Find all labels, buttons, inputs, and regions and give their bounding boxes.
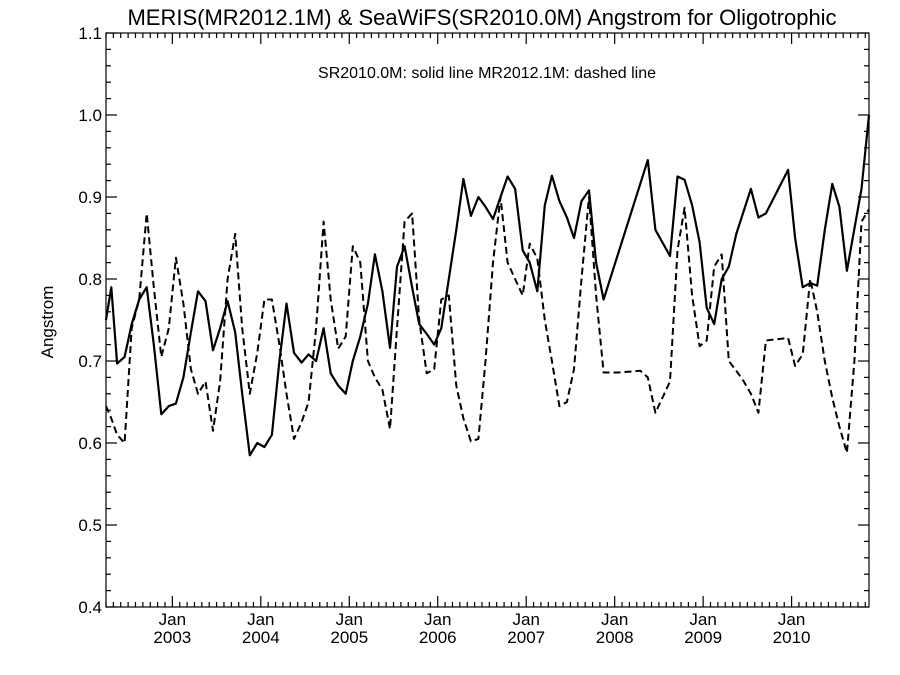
x-tick-label-month: Jan bbox=[601, 610, 628, 629]
y-axis-label: Angstrom bbox=[38, 286, 57, 359]
x-tick-label-month: Jan bbox=[159, 610, 186, 629]
x-axis: Jan2003Jan2004Jan2005Jan2006Jan2007Jan20… bbox=[105, 33, 866, 647]
x-tick-label-year: 2005 bbox=[330, 628, 368, 647]
x-tick-label-year: 2006 bbox=[419, 628, 457, 647]
x-tick-label-year: 2008 bbox=[596, 628, 634, 647]
y-tick-label: 0.6 bbox=[78, 434, 102, 453]
x-tick-label-year: 2010 bbox=[773, 628, 811, 647]
x-tick-label-year: 2004 bbox=[242, 628, 280, 647]
chart-title: MERIS(MR2012.1M) & SeaWiFS(SR2010.0M) An… bbox=[127, 5, 836, 30]
x-tick-label-month: Jan bbox=[689, 610, 716, 629]
y-tick-label: 0.4 bbox=[78, 598, 102, 617]
y-tick-label: 1.1 bbox=[78, 24, 102, 43]
series-layer bbox=[104, 114, 871, 457]
x-tick-label-year: 2009 bbox=[684, 628, 722, 647]
x-tick-label-month: Jan bbox=[424, 610, 451, 629]
y-tick-label: 0.7 bbox=[78, 352, 102, 371]
plot-frame bbox=[105, 32, 870, 608]
y-tick-label: 0.8 bbox=[78, 270, 102, 289]
x-tick-label-month: Jan bbox=[336, 610, 363, 629]
y-tick-label: 1.0 bbox=[78, 106, 102, 125]
x-tick-label-month: Jan bbox=[512, 610, 539, 629]
x-tick-label-year: 2003 bbox=[153, 628, 191, 647]
chart-annotation: SR2010.0M: solid line MR2012.1M: dashed … bbox=[318, 65, 656, 82]
x-tick-label-month: Jan bbox=[247, 610, 274, 629]
y-axis: 0.4 0.5 0.6 0.7 0.8 0.9 1.0 1.1 bbox=[78, 24, 869, 617]
x-tick-label-month: Jan bbox=[778, 610, 805, 629]
series-line-dashed bbox=[105, 196, 870, 454]
y-tick-label: 0.9 bbox=[78, 188, 102, 207]
y-tick-label: 0.5 bbox=[78, 516, 102, 535]
x-tick-label-year: 2007 bbox=[507, 628, 545, 647]
